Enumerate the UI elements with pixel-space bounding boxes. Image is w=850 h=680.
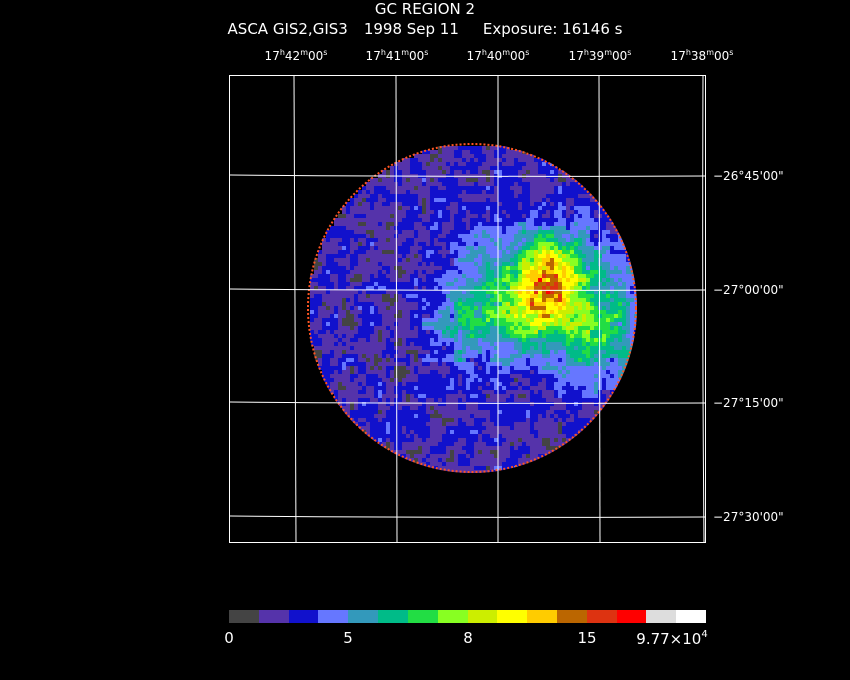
subtitle-instrument: ASCA GIS2,GIS3 [227,20,348,38]
xray-intensity-map [310,146,637,473]
title: GC REGION 2 [374,0,476,18]
colorbar-label: 9.77×104 [636,629,708,648]
colorbar-swatch [676,610,706,623]
colorbar-swatch [378,610,408,623]
colorbar [229,610,706,623]
colorbar-swatch [616,610,647,623]
dec-tick-label: −27°15'00" [713,396,784,410]
colorbar-swatch [527,610,557,623]
colorbar-swatch [229,610,259,623]
plot-frame [229,75,706,543]
colorbar-swatch [497,610,528,623]
colorbar-swatch [318,610,349,623]
colorbar-label: 0 [224,629,234,647]
colorbar-label: 8 [463,629,473,647]
colorbar-swatch [586,610,617,623]
ra-tick-label: 17h41m00s [365,48,429,63]
ra-tick-label: 17h42m00s [264,48,328,63]
dec-tick-label: −27°00'00" [713,283,784,297]
dec-tick-label: −27°30'00" [713,510,784,524]
ra-tick-label: 17h40m00s [466,48,530,63]
ra-tick-label: 17h38m00s [670,48,734,63]
subtitle-exposure: Exposure: 16146 s [482,20,623,38]
colorbar-swatch [467,610,498,623]
colorbar-swatch [407,610,438,623]
colorbar-swatch [258,610,289,623]
colorbar-swatch [437,610,468,623]
subtitle-date: 1998 Sep 11 [363,20,459,38]
colorbar-swatch [288,610,319,623]
dec-grid [229,174,706,518]
colorbar-swatch [348,610,379,623]
colorbar-swatch [556,610,587,623]
colorbar-label: 15 [577,629,597,647]
dec-tick-label: −26°45'00" [713,169,784,183]
colorbar-swatch [646,610,677,623]
ra-tick-label: 17h39m00s [568,48,632,63]
subtitle: ASCA GIS2,GIS3 1998 Sep 11 Exposure: 16146… [0,20,850,38]
field-of-view-edge [307,143,637,473]
colorbar-label: 5 [343,629,353,647]
ra-grid [293,75,705,543]
